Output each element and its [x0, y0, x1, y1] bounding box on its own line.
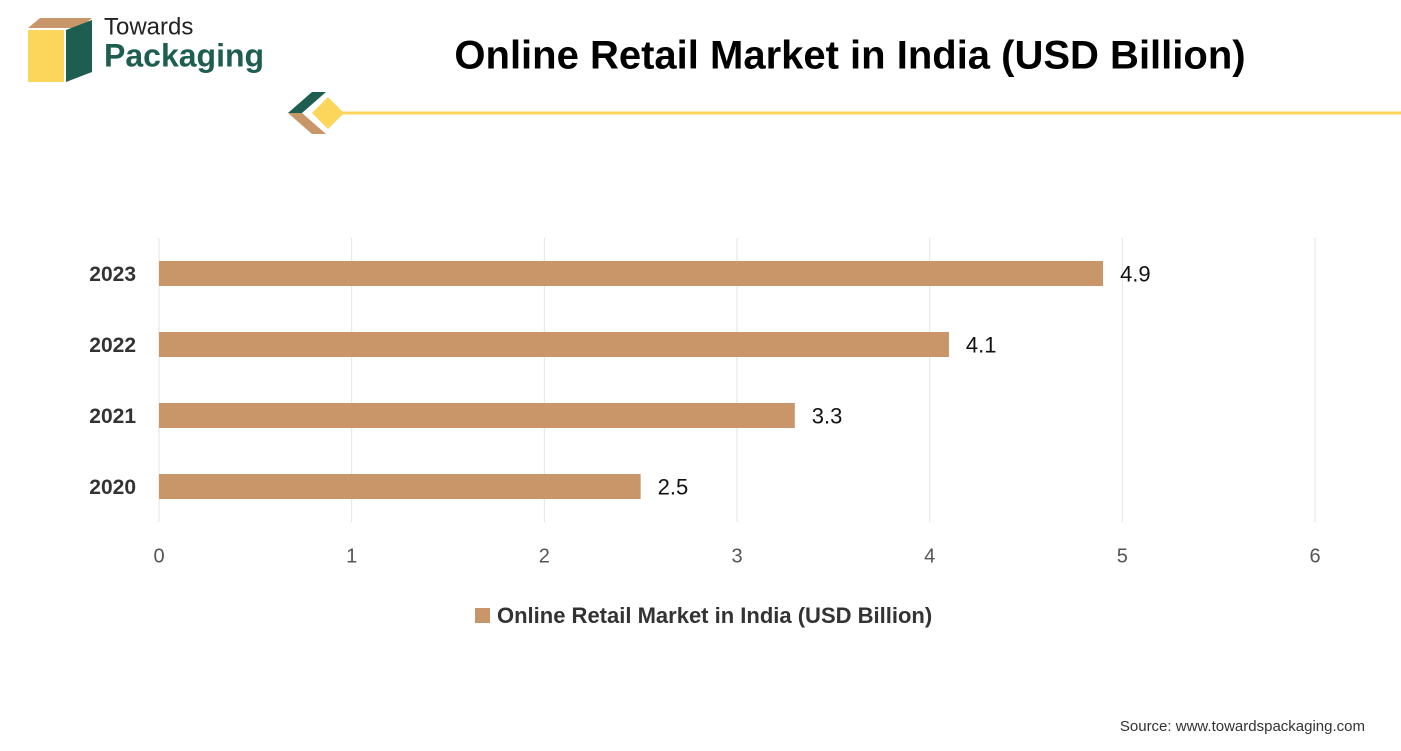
value-label: 4.9 [1120, 261, 1151, 286]
legend-label: Online Retail Market in India (USD Billi… [497, 603, 932, 628]
y-tick-label: 2023 [89, 263, 136, 286]
value-label: 2.5 [658, 474, 689, 499]
bar [159, 261, 1104, 286]
brand-line1: Towards [104, 13, 193, 40]
bar [159, 332, 949, 357]
ornament-green [288, 92, 326, 113]
source: Source: www.towardspackaging.com [1120, 718, 1365, 735]
bar [159, 403, 795, 428]
bar [159, 474, 641, 499]
logo: Towards Packaging [28, 13, 264, 82]
value-label: 4.1 [966, 332, 997, 357]
value-label: 3.3 [812, 403, 843, 428]
x-tick-label: 0 [153, 545, 164, 567]
x-tick-label: 5 [1117, 545, 1128, 567]
x-tick-label: 1 [346, 545, 357, 567]
logo-box-side [66, 20, 92, 82]
x-tick-label: 3 [731, 545, 742, 567]
chart-title: Online Retail Market in India (USD Billi… [454, 34, 1245, 78]
x-tick-label: 4 [924, 545, 935, 567]
legend-swatch [475, 608, 490, 623]
logo-box-front [28, 30, 64, 82]
title-ornament [288, 92, 1401, 134]
brand-line2: Packaging [104, 37, 264, 73]
x-tick-label: 6 [1309, 545, 1320, 567]
logo-box-top [28, 18, 92, 28]
ornament-tan [288, 113, 326, 134]
y-tick-label: 2022 [89, 334, 136, 357]
y-tick-label: 2020 [89, 476, 136, 499]
y-tick-label: 2021 [89, 405, 136, 428]
ornament-yellow [312, 97, 344, 129]
x-tick-label: 2 [539, 545, 550, 567]
